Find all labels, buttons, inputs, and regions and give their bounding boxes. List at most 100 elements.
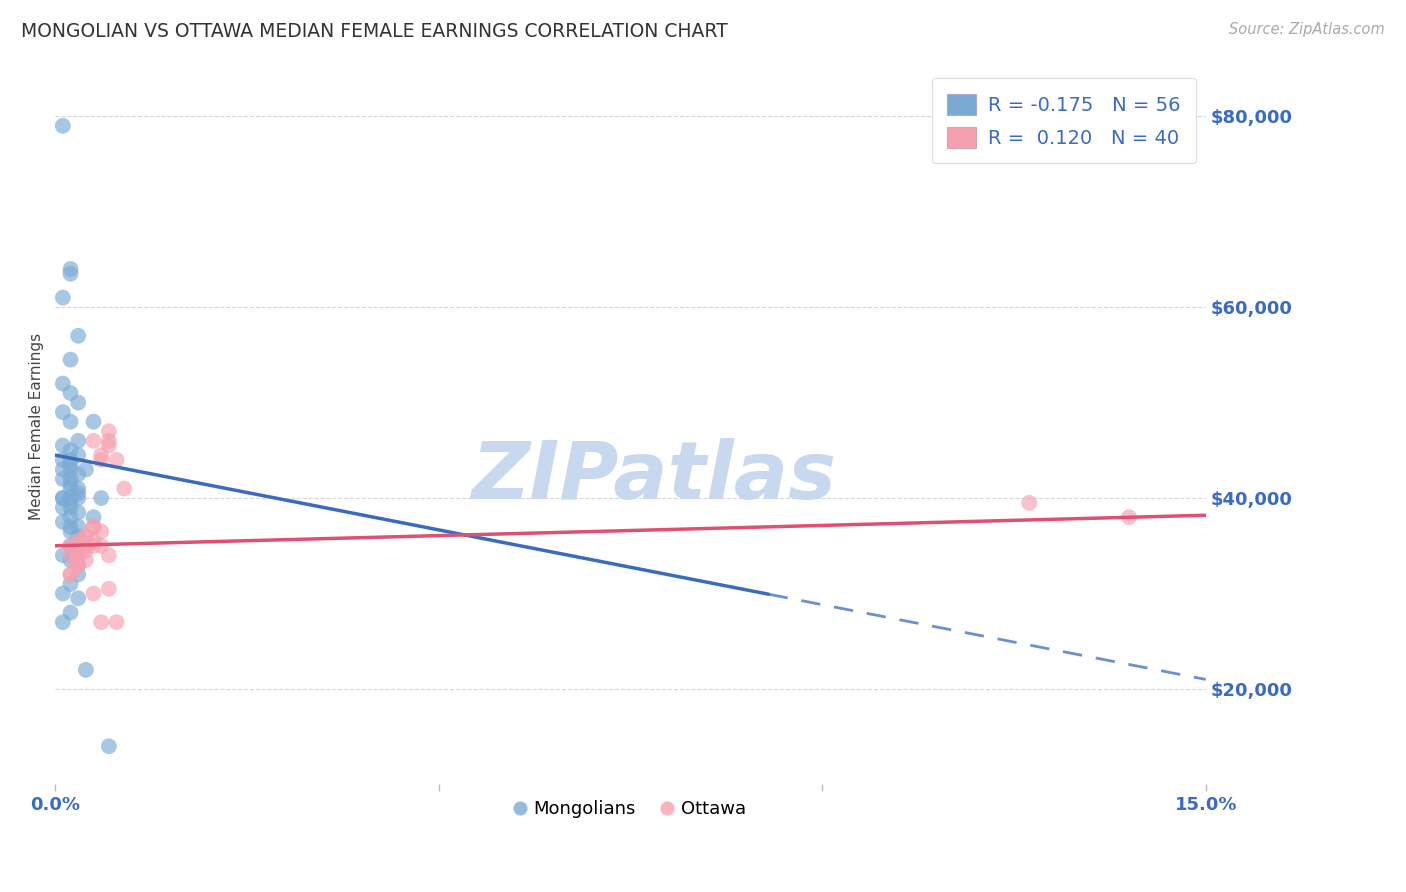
Point bbox=[75, 529, 97, 543]
Point bbox=[75, 553, 97, 567]
Text: ZIPatlas: ZIPatlas bbox=[471, 438, 837, 516]
Point bbox=[90, 491, 112, 505]
Point bbox=[59, 386, 82, 401]
Point bbox=[75, 543, 97, 558]
Point bbox=[59, 539, 82, 553]
Point bbox=[59, 458, 82, 472]
Point bbox=[59, 482, 82, 496]
Point bbox=[90, 448, 112, 462]
Y-axis label: Median Female Earnings: Median Female Earnings bbox=[30, 333, 44, 520]
Point bbox=[67, 505, 90, 519]
Point bbox=[67, 328, 90, 343]
Point bbox=[59, 539, 82, 553]
Point bbox=[59, 500, 82, 515]
Point bbox=[67, 491, 90, 505]
Point bbox=[52, 615, 75, 629]
Point bbox=[83, 434, 105, 448]
Point bbox=[83, 415, 105, 429]
Point bbox=[59, 443, 82, 458]
Point bbox=[67, 448, 90, 462]
Point bbox=[59, 496, 82, 510]
Point bbox=[83, 510, 105, 524]
Point bbox=[1118, 510, 1140, 524]
Point bbox=[59, 519, 82, 533]
Point bbox=[52, 376, 75, 391]
Point bbox=[59, 472, 82, 486]
Point bbox=[67, 539, 90, 553]
Point bbox=[59, 462, 82, 476]
Point bbox=[52, 549, 75, 563]
Text: MONGOLIAN VS OTTAWA MEDIAN FEMALE EARNINGS CORRELATION CHART: MONGOLIAN VS OTTAWA MEDIAN FEMALE EARNIN… bbox=[21, 22, 728, 41]
Point bbox=[90, 615, 112, 629]
Point bbox=[52, 405, 75, 419]
Point bbox=[83, 519, 105, 533]
Point bbox=[67, 395, 90, 409]
Point bbox=[52, 119, 75, 133]
Point bbox=[67, 558, 90, 572]
Point bbox=[52, 586, 75, 600]
Point bbox=[67, 549, 90, 563]
Point bbox=[83, 534, 105, 549]
Point bbox=[67, 529, 90, 543]
Point bbox=[97, 439, 120, 453]
Point bbox=[67, 486, 90, 500]
Point bbox=[67, 434, 90, 448]
Point bbox=[67, 534, 90, 549]
Legend: Mongolians, Ottawa: Mongolians, Ottawa bbox=[508, 793, 754, 825]
Point bbox=[59, 549, 82, 563]
Point bbox=[67, 558, 90, 572]
Point bbox=[1018, 496, 1040, 510]
Point bbox=[52, 472, 75, 486]
Point bbox=[97, 434, 120, 448]
Point bbox=[52, 439, 75, 453]
Point bbox=[97, 424, 120, 438]
Point bbox=[67, 482, 90, 496]
Point bbox=[59, 453, 82, 467]
Point bbox=[75, 539, 97, 553]
Point bbox=[59, 262, 82, 277]
Point bbox=[67, 519, 90, 533]
Point bbox=[52, 491, 75, 505]
Point bbox=[83, 586, 105, 600]
Point bbox=[90, 524, 112, 539]
Point bbox=[75, 462, 97, 476]
Point bbox=[90, 453, 112, 467]
Point bbox=[52, 491, 75, 505]
Point bbox=[90, 539, 112, 553]
Point bbox=[59, 267, 82, 281]
Point bbox=[105, 615, 128, 629]
Point bbox=[67, 467, 90, 482]
Point bbox=[97, 582, 120, 596]
Point bbox=[52, 515, 75, 529]
Point bbox=[67, 543, 90, 558]
Point bbox=[97, 549, 120, 563]
Point bbox=[59, 510, 82, 524]
Point bbox=[112, 482, 135, 496]
Text: Source: ZipAtlas.com: Source: ZipAtlas.com bbox=[1229, 22, 1385, 37]
Point bbox=[67, 558, 90, 572]
Point bbox=[52, 453, 75, 467]
Point bbox=[59, 524, 82, 539]
Point bbox=[75, 539, 97, 553]
Point bbox=[59, 567, 82, 582]
Point bbox=[67, 567, 90, 582]
Point bbox=[59, 577, 82, 591]
Point bbox=[67, 549, 90, 563]
Point bbox=[59, 352, 82, 367]
Point bbox=[59, 415, 82, 429]
Point bbox=[52, 500, 75, 515]
Point bbox=[59, 553, 82, 567]
Point bbox=[67, 558, 90, 572]
Point bbox=[83, 519, 105, 533]
Point bbox=[75, 663, 97, 677]
Point bbox=[67, 591, 90, 606]
Point bbox=[83, 539, 105, 553]
Point bbox=[59, 476, 82, 491]
Point bbox=[75, 529, 97, 543]
Point bbox=[97, 739, 120, 754]
Point bbox=[52, 291, 75, 305]
Point bbox=[59, 606, 82, 620]
Point bbox=[52, 462, 75, 476]
Point bbox=[59, 491, 82, 505]
Point bbox=[105, 453, 128, 467]
